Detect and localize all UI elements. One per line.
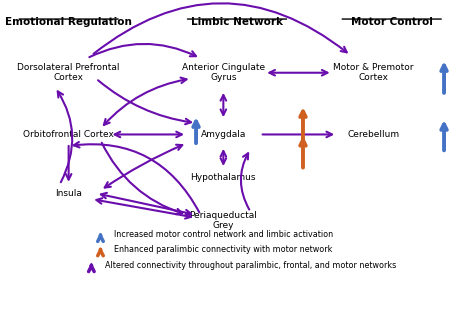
- Text: Enhanced paralimbic connectivity with motor network: Enhanced paralimbic connectivity with mo…: [114, 245, 333, 254]
- Text: Dorsolateral Prefrontal
Cortex: Dorsolateral Prefrontal Cortex: [18, 63, 120, 82]
- Text: Anterior Cingulate
Gyrus: Anterior Cingulate Gyrus: [182, 63, 265, 82]
- Text: Motor & Premotor
Cortex: Motor & Premotor Cortex: [333, 63, 414, 82]
- Text: Orbitofrontal Cortex: Orbitofrontal Cortex: [23, 130, 114, 139]
- Text: Limbic Network: Limbic Network: [191, 17, 283, 27]
- Text: Altered connectivity throughout paralimbic, frontal, and motor networks: Altered connectivity throughout paralimb…: [105, 261, 396, 270]
- Text: MedLink Neurology  •  www.medlink.com: MedLink Neurology • www.medlink.com: [132, 306, 342, 315]
- Text: Hypothalamus: Hypothalamus: [191, 173, 256, 182]
- Text: Insula: Insula: [55, 189, 82, 198]
- Text: Amygdala: Amygdala: [201, 130, 246, 139]
- Text: Increased motor control network and limbic activation: Increased motor control network and limb…: [114, 230, 333, 240]
- Text: Periaqueductal
Grey: Periaqueductal Grey: [190, 211, 257, 230]
- Text: Cerebellum: Cerebellum: [347, 130, 400, 139]
- Text: Motor Control: Motor Control: [351, 17, 433, 27]
- Text: Emotional Regulation: Emotional Regulation: [5, 17, 132, 27]
